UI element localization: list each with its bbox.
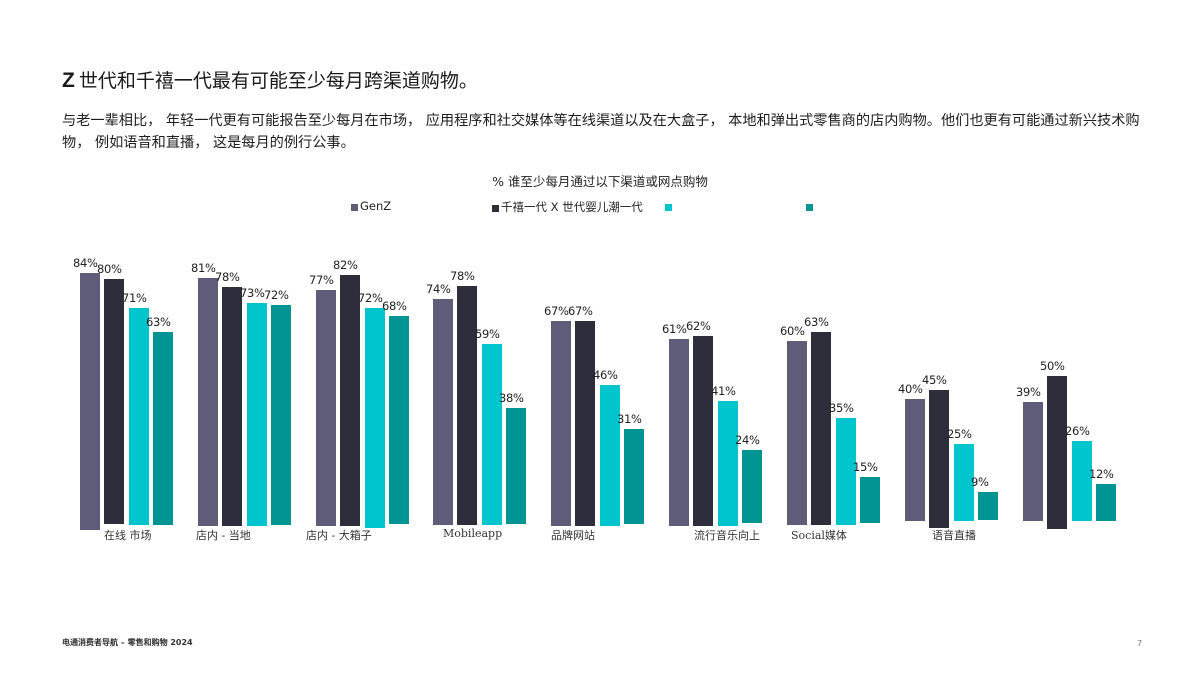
value-label: 60% [780, 324, 805, 338]
value-label: 26% [1065, 424, 1090, 438]
bar-1-0 [198, 278, 218, 526]
bar-3-0 [433, 299, 453, 525]
category-label: Social媒体 [791, 529, 847, 542]
value-label: 78% [215, 270, 240, 284]
page-title-prefix: Z [62, 69, 75, 92]
bar-0-2 [129, 308, 149, 525]
value-label: 40% [898, 382, 923, 396]
bar-5-2 [718, 401, 738, 526]
legend-item-0: GenZ [351, 199, 391, 213]
legend-swatch-icon [665, 204, 672, 211]
value-label: 12% [1089, 467, 1114, 481]
value-label: 50% [1040, 359, 1065, 373]
value-label: 39% [1016, 385, 1041, 399]
value-label: 25% [947, 427, 972, 441]
bar-2-2 [365, 308, 385, 528]
bar-8-0 [1023, 402, 1043, 521]
value-label: 24% [735, 433, 760, 447]
value-label: 67% [544, 304, 569, 318]
page-subtitle: 与老一辈相比， 年轻一代更有可能报告至少每月在市场， 应用程序和社交媒体等在线渠… [62, 113, 1140, 151]
value-label: 82% [333, 258, 358, 272]
value-label: 9% [971, 475, 989, 489]
bar-8-1 [1047, 376, 1067, 529]
value-label: 45% [922, 373, 947, 387]
value-label: 81% [191, 261, 216, 275]
legend-swatch-icon [492, 205, 499, 212]
bar-8-2 [1072, 441, 1092, 521]
legend-item-3 [806, 199, 815, 213]
bar-5-3 [742, 450, 762, 523]
bar-7-3 [978, 492, 998, 520]
bar-3-2 [482, 344, 502, 525]
value-label: 72% [358, 291, 383, 305]
category-label: 流行音乐向上 [694, 529, 760, 542]
value-label: 84% [73, 256, 98, 270]
chart-title: % 谁至少每月通过以下渠道或网点购物 [0, 171, 1200, 190]
value-label: 68% [382, 299, 407, 313]
bar-0-3 [153, 332, 173, 525]
bar-4-1 [575, 321, 595, 526]
value-label: 72% [264, 288, 289, 302]
legend-swatch-icon [806, 204, 813, 211]
bar-7-0 [905, 399, 925, 521]
footer-source: 电通消费者导航 – 零售和购物 2024 [62, 638, 193, 647]
bar-4-0 [551, 321, 571, 526]
value-label: 35% [829, 401, 854, 415]
value-label: 80% [97, 262, 122, 276]
bar-0-0 [80, 273, 100, 530]
value-label: 63% [804, 315, 829, 329]
value-label: 15% [853, 460, 878, 474]
category-label: 店内 - 当地 [196, 529, 251, 542]
value-label: 61% [662, 322, 687, 336]
value-label: 78% [450, 269, 475, 283]
bar-1-2 [247, 303, 267, 526]
value-label: 41% [711, 384, 736, 398]
bar-6-0 [787, 341, 807, 525]
chart-title-text: % 谁至少每月通过以下渠道或网点购物 [492, 174, 708, 189]
legend-label: 千禧一代 X 世代婴儿潮一代 [501, 200, 643, 214]
page-number: 7 [1137, 639, 1143, 648]
bar-2-0 [316, 290, 336, 526]
bar-4-3 [624, 429, 644, 524]
legend-item-1: 千禧一代 X 世代婴儿潮一代 [492, 199, 643, 215]
bar-2-1 [340, 275, 360, 526]
legend-item-2 [665, 199, 674, 213]
value-label: 74% [426, 282, 451, 296]
value-label: 59% [475, 327, 500, 341]
bar-1-1 [222, 287, 242, 526]
bar-1-3 [271, 305, 291, 525]
value-label: 77% [309, 273, 334, 287]
legend-label: GenZ [360, 199, 392, 213]
value-label: 63% [146, 315, 171, 329]
bar-3-3 [506, 408, 526, 524]
value-label: 71% [122, 291, 147, 305]
bar-4-2 [600, 385, 620, 526]
page-title-text: 世代和千禧一代最有可能至少每月跨渠道购物。 [78, 70, 478, 92]
bar-0-1 [104, 279, 124, 524]
bar-7-1 [929, 390, 949, 528]
bar-5-1 [693, 336, 713, 526]
category-label: 店内 - 大箱子 [306, 529, 372, 542]
bar-8-3 [1096, 484, 1116, 521]
value-label: 46% [593, 368, 618, 382]
bar-6-2 [836, 418, 856, 525]
bar-7-2 [954, 444, 974, 521]
value-label: 73% [240, 286, 265, 300]
category-label: 语音直播 [932, 529, 976, 542]
bar-2-3 [389, 316, 409, 524]
bar-6-1 [811, 332, 831, 525]
value-label: 38% [499, 391, 524, 405]
category-label: Mobileapp [443, 527, 503, 540]
value-label: 62% [686, 319, 711, 333]
bar-5-0 [669, 339, 689, 526]
value-label: 31% [617, 412, 642, 426]
page-title: Z 世代和千禧一代最有可能至少每月跨渠道购物。 [62, 66, 478, 93]
value-label: 67% [568, 304, 593, 318]
category-label: 品牌网站 [551, 529, 595, 542]
bar-6-3 [860, 477, 880, 523]
legend-swatch-icon [351, 204, 358, 211]
category-label: 在线 市场 [104, 529, 152, 542]
bar-3-1 [457, 286, 477, 525]
